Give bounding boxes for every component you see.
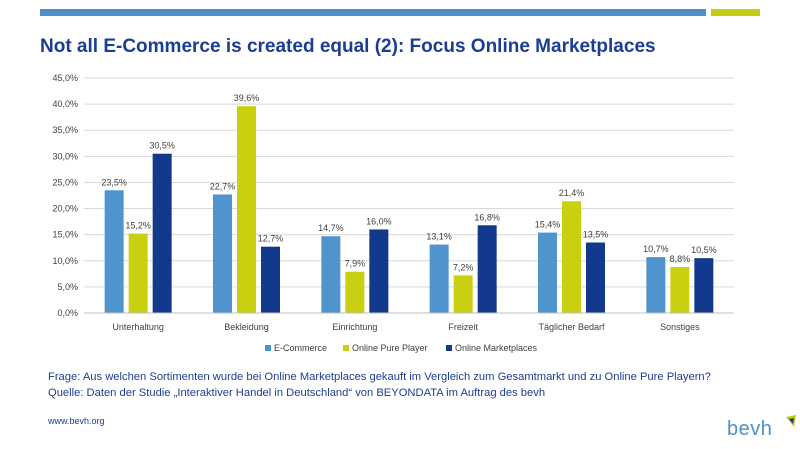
x-tick-label: Täglicher Bedarf: [538, 322, 605, 332]
legend-swatch: [446, 345, 452, 351]
legend-label: Online Pure Player: [352, 343, 428, 353]
page-title: Not all E-Commerce is created equal (2):…: [40, 36, 656, 57]
y-tick-label: 15,0%: [52, 230, 78, 240]
legend-swatch: [265, 345, 271, 351]
bar: [104, 190, 124, 313]
data-label: 39,6%: [234, 93, 260, 103]
data-label: 21,4%: [559, 188, 585, 198]
bar: [538, 232, 557, 313]
y-tick-label: 25,0%: [52, 177, 78, 187]
y-tick-label: 35,0%: [52, 125, 78, 135]
bar: [586, 242, 605, 313]
bar: [237, 106, 256, 313]
data-label: 13,5%: [583, 230, 609, 240]
data-label: 22,7%: [210, 181, 236, 191]
x-tick-label: Einrichtung: [332, 322, 377, 332]
legend-label: Online Marketplaces: [455, 343, 538, 353]
data-label: 30,5%: [149, 141, 175, 151]
data-label: 10,5%: [691, 245, 717, 255]
bar: [646, 257, 666, 313]
logo-text: bevh: [727, 418, 773, 440]
bar: [477, 225, 497, 313]
data-label: 16,0%: [366, 216, 392, 226]
bar: [670, 267, 690, 313]
bar: [694, 258, 714, 313]
data-label: 15,2%: [125, 221, 151, 231]
bar: [562, 201, 581, 313]
legend-label: E-Commerce: [274, 343, 327, 353]
data-label: 15,4%: [535, 220, 561, 230]
data-label: 10,7%: [643, 244, 669, 254]
data-label: 13,1%: [426, 232, 452, 242]
data-label: 16,8%: [474, 212, 500, 222]
y-tick-label: 30,0%: [52, 151, 78, 161]
source-note: Quelle: Daten der Studie „Interaktiver H…: [48, 387, 546, 399]
data-label: 23,5%: [101, 177, 127, 187]
bevh-logo: bevh: [727, 415, 796, 441]
data-label: 8,8%: [670, 254, 691, 264]
data-label: 7,2%: [453, 262, 474, 272]
x-tick-label: Unterhaltung: [112, 322, 164, 332]
y-tick-label: 5,0%: [57, 282, 78, 292]
x-tick-label: Sonstiges: [660, 322, 700, 332]
legend-swatch: [343, 345, 349, 351]
y-tick-label: 40,0%: [52, 99, 78, 109]
logo-mark-icon: [786, 415, 796, 427]
question-note: Frage: Aus welchen Sortimenten wurde bei…: [48, 371, 711, 383]
bar: [213, 194, 232, 313]
data-label: 12,7%: [258, 234, 284, 244]
bar: [152, 153, 172, 313]
bar: [453, 275, 473, 313]
bar: [261, 246, 280, 313]
bar: [321, 236, 341, 313]
bar: [429, 244, 449, 313]
bar: [345, 271, 365, 313]
x-tick-label: Bekleidung: [224, 322, 269, 332]
x-tick-label: Freizeit: [448, 322, 478, 332]
header-bar-yellow: [711, 9, 760, 16]
header-bar-blue: [40, 9, 706, 16]
bar: [369, 229, 389, 313]
y-tick-label: 20,0%: [52, 204, 78, 214]
y-tick-label: 45,0%: [52, 73, 78, 83]
y-tick-label: 10,0%: [52, 256, 78, 266]
website-url[interactable]: www.bevh.org: [48, 416, 105, 426]
y-tick-label: 0,0%: [57, 308, 78, 318]
data-label: 14,7%: [318, 223, 344, 233]
data-label: 7,9%: [345, 259, 366, 269]
bar: [128, 233, 148, 313]
